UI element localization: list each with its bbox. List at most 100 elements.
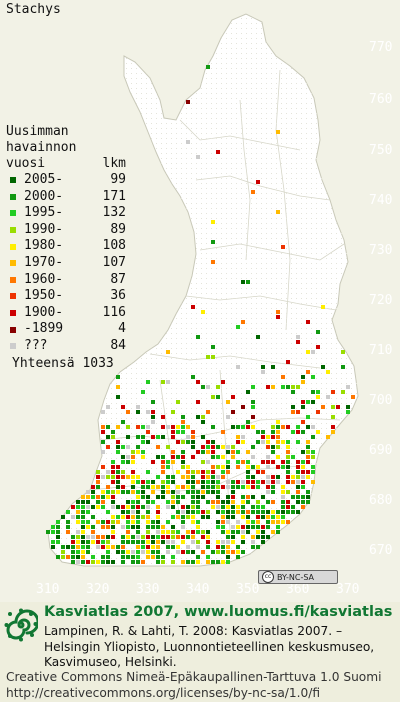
grid-dot — [191, 428, 192, 429]
grid-dot — [311, 208, 312, 209]
grid-dot — [161, 513, 162, 514]
grid-dot — [276, 498, 277, 499]
grid-dot — [236, 178, 237, 179]
legend-swatch — [10, 260, 16, 267]
observation-square — [291, 410, 295, 414]
grid-dot — [236, 28, 237, 29]
grid-dot — [191, 328, 192, 329]
grid-dot — [276, 233, 277, 234]
grid-dot — [171, 398, 172, 399]
grid-dot — [146, 103, 147, 104]
grid-dot — [171, 403, 172, 404]
observation-square — [121, 545, 125, 549]
grid-dot — [141, 93, 142, 94]
grid-dot — [311, 408, 312, 409]
cc-license-badge[interactable]: cc BY-NC-SA — [258, 570, 338, 584]
grid-dot — [206, 73, 207, 74]
observation-square — [196, 540, 200, 544]
observation-square — [126, 510, 130, 514]
grid-dot — [311, 188, 312, 189]
grid-dot — [211, 383, 212, 384]
observation-square — [166, 530, 170, 534]
grid-dot — [276, 418, 277, 419]
grid-dot — [291, 363, 292, 364]
observation-square — [126, 455, 130, 459]
grid-dot — [246, 278, 247, 279]
grid-dot — [241, 368, 242, 369]
grid-dot — [241, 178, 242, 179]
grid-dot — [236, 498, 237, 499]
grid-dot — [336, 348, 337, 349]
grid-dot — [156, 103, 157, 104]
observation-square — [221, 455, 225, 459]
grid-dot — [296, 178, 297, 179]
brand-title[interactable]: Kasviatlas 2007, www.luomus.fi/kasviatla… — [44, 604, 393, 620]
grid-dot — [191, 408, 192, 409]
grid-dot — [216, 223, 217, 224]
license-url[interactable]: http://creativecommons.org/licenses/by-n… — [6, 685, 321, 700]
grid-dot — [301, 198, 302, 199]
grid-dot — [246, 553, 247, 554]
observation-square — [176, 440, 180, 444]
grid-dot — [246, 218, 247, 219]
grid-dot — [241, 173, 242, 174]
grid-dot — [101, 448, 102, 449]
grid-dot — [156, 348, 157, 349]
grid-dot — [271, 113, 272, 114]
grid-dot — [321, 288, 322, 289]
grid-dot — [211, 188, 212, 189]
grid-dot — [331, 223, 332, 224]
observation-square — [251, 545, 255, 549]
grid-dot — [176, 323, 177, 324]
grid-dot — [276, 298, 277, 299]
grid-dot — [181, 483, 182, 484]
observation-square — [116, 505, 120, 509]
grid-dot — [191, 393, 192, 394]
grid-dot — [291, 278, 292, 279]
grid-dot — [261, 193, 262, 194]
grid-dot — [166, 403, 167, 404]
grid-dot — [296, 323, 297, 324]
grid-dot — [201, 178, 202, 179]
observation-square — [86, 535, 90, 539]
grid-dot — [276, 208, 277, 209]
grid-dot — [201, 523, 202, 524]
grid-dot — [281, 138, 282, 139]
observation-square — [266, 475, 270, 479]
grid-dot — [156, 493, 157, 494]
grid-dot — [261, 153, 262, 154]
grid-dot — [56, 548, 57, 549]
grid-dot — [291, 368, 292, 369]
grid-dot — [251, 328, 252, 329]
grid-dot — [316, 358, 317, 359]
grid-dot — [281, 393, 282, 394]
grid-dot — [176, 398, 177, 399]
grid-dot — [206, 228, 207, 229]
grid-dot — [206, 318, 207, 319]
grid-dot — [246, 88, 247, 89]
grid-dot — [161, 123, 162, 124]
observation-square — [196, 470, 200, 474]
grid-dot — [281, 183, 282, 184]
grid-dot — [281, 453, 282, 454]
observation-square — [236, 425, 240, 429]
observation-square — [111, 435, 115, 439]
grid-dot — [281, 293, 282, 294]
grid-dot — [236, 128, 237, 129]
observation-square — [226, 500, 230, 504]
observation-square — [296, 475, 300, 479]
observation-square — [226, 485, 230, 489]
grid-dot — [256, 253, 257, 254]
grid-dot — [316, 223, 317, 224]
grid-dot — [311, 218, 312, 219]
grid-dot — [276, 103, 277, 104]
grid-dot — [101, 473, 102, 474]
grid-dot — [201, 558, 202, 559]
grid-dot — [246, 53, 247, 54]
grid-dot — [336, 293, 337, 294]
observation-square — [206, 535, 210, 539]
grid-dot — [186, 308, 187, 309]
grid-dot — [206, 433, 207, 434]
grid-dot — [296, 383, 297, 384]
observation-square — [246, 500, 250, 504]
